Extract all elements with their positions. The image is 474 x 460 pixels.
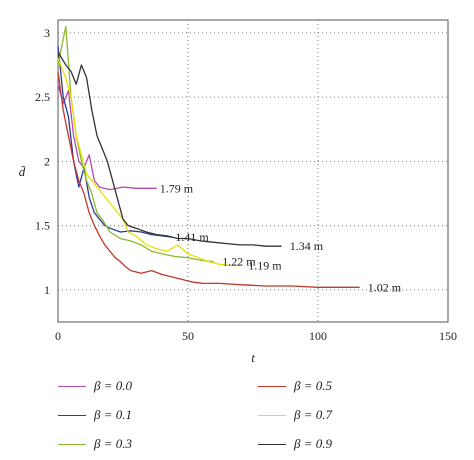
annotation-label: 1.02 m bbox=[368, 280, 402, 294]
y-tick-label: 2 bbox=[44, 154, 50, 168]
x-tick-label: 0 bbox=[55, 329, 61, 343]
annotation-label: 1.22 m bbox=[222, 255, 256, 269]
series-line-3 bbox=[57, 71, 360, 288]
x-tick-label: 50 bbox=[182, 329, 194, 343]
y-tick-label: 1.5 bbox=[35, 219, 50, 233]
grid bbox=[58, 20, 448, 322]
annotation-label: 1.34 m bbox=[290, 239, 324, 253]
annotation-group: 1.79 m 1.41 m 1.34 m 1.22 m1.19 m 1.02 m bbox=[160, 181, 402, 294]
annotation-label: 1.19 m bbox=[248, 258, 282, 272]
y-axis: 1 1.5 2 2.5 3 bbox=[35, 26, 50, 297]
annotation-label: 1.79 m bbox=[160, 181, 194, 195]
y-axis-label: d̄ bbox=[19, 164, 26, 179]
x-tick-label: 150 bbox=[439, 329, 457, 343]
series-line-0 bbox=[57, 84, 157, 191]
series-group bbox=[57, 25, 360, 288]
y-tick-label: 3 bbox=[44, 26, 50, 40]
series-line-1 bbox=[57, 45, 173, 238]
x-axis-label: t bbox=[251, 350, 255, 365]
y-tick-label: 1 bbox=[44, 283, 50, 297]
x-tick-label: 100 bbox=[309, 329, 327, 343]
plot-area bbox=[57, 19, 449, 323]
x-axis: 0 50 100 150 bbox=[55, 329, 457, 343]
y-tick-label: 2.5 bbox=[35, 90, 50, 104]
series-line-5 bbox=[57, 51, 282, 247]
annotation-label: 1.41 m bbox=[175, 230, 209, 244]
